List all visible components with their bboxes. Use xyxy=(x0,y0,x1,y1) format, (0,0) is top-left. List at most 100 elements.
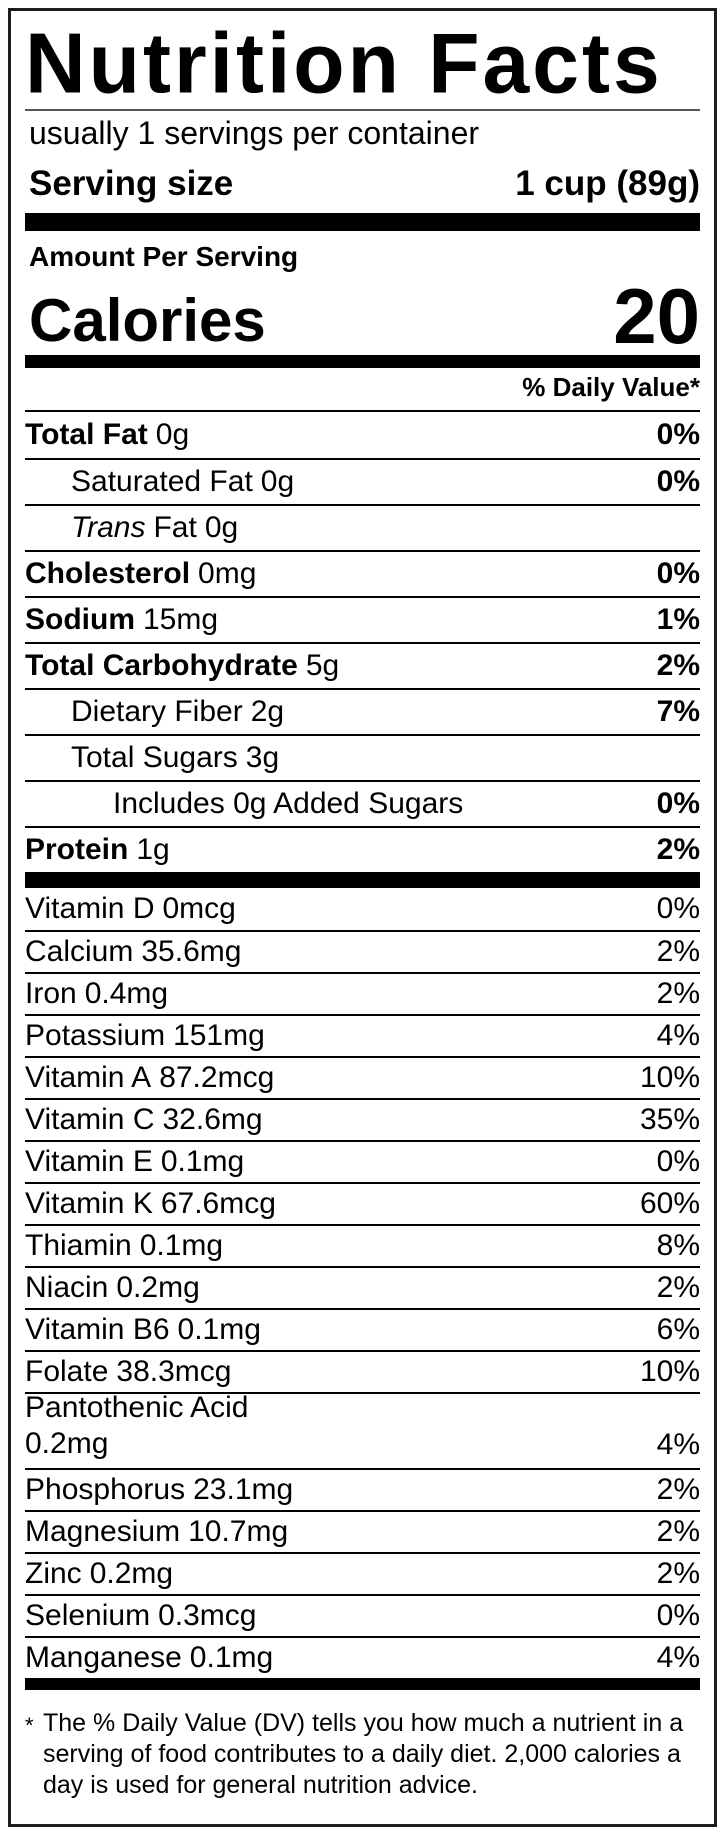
vitamin-amount: 0.3mcg xyxy=(158,1599,257,1632)
vitamin-dv: 2% xyxy=(656,1473,700,1506)
nutrient-name-italic: Trans xyxy=(71,511,146,544)
nutrient-name: Protein xyxy=(25,833,129,866)
nutrient-dv: 7% xyxy=(656,695,700,728)
nutrient-row-protein: Protein 1g 2% xyxy=(25,826,700,872)
vitamin-row-selenium: Selenium 0.3mcg 0% xyxy=(25,1594,700,1636)
vitamin-row-niacin: Niacin 0.2mg 2% xyxy=(25,1266,700,1308)
label-title: Nutrition Facts xyxy=(25,15,663,111)
nutrient-row-sodium: Sodium 15mg 1% xyxy=(25,596,700,642)
nutrient-row-saturated-fat: Saturated Fat 0g 0% xyxy=(25,458,700,504)
nutrient-name: Dietary Fiber xyxy=(71,695,243,728)
vitamin-dv: 35% xyxy=(639,1103,700,1136)
nutrient-name-rest: Fat xyxy=(153,511,197,544)
vitamin-dv: 2% xyxy=(656,935,700,968)
vitamin-amount: 0.1mg xyxy=(177,1313,261,1346)
nutrient-amount: 0mg xyxy=(198,557,257,590)
vitamin-dv: 10% xyxy=(639,1355,700,1388)
vitamin-dv: 2% xyxy=(656,977,700,1010)
vitamin-dv: 0% xyxy=(656,1145,700,1178)
vitamin-amount: 151mg xyxy=(173,1019,265,1052)
vitamin-amount: 0.1mg xyxy=(160,1145,245,1178)
vitamin-name: Phosphorus xyxy=(25,1473,186,1506)
vitamin-name: Zinc xyxy=(25,1557,82,1590)
serving-size-value: 1 cup (89g) xyxy=(515,164,700,203)
vitamin-name: Vitamin A xyxy=(25,1061,152,1094)
vitamin-amount: 0.2mg xyxy=(116,1271,200,1304)
vitamin-amount: 67.6mcg xyxy=(160,1187,276,1220)
vitamin-amount: 0.1mg xyxy=(139,1229,224,1262)
nutrient-row-dietary-fiber: Dietary Fiber 2g 7% xyxy=(25,688,700,734)
vitamin-dv: 4% xyxy=(656,1641,700,1674)
vitamin-amount: 0.2mg xyxy=(25,1427,109,1460)
serving-size-label: Serving size xyxy=(29,164,234,203)
vitamin-dv: 2% xyxy=(656,1515,700,1548)
nutrient-row-total-sugars: Total Sugars 3g xyxy=(25,734,700,780)
nutrient-dv: 0% xyxy=(656,465,700,498)
nutrient-dv: 0% xyxy=(656,557,700,590)
vitamin-name: Pantothenic Acid xyxy=(25,1391,249,1424)
nutrient-dv: 0% xyxy=(656,787,700,820)
vitamin-dv: 2% xyxy=(656,1271,700,1304)
vitamin-amount: 38.3mcg xyxy=(116,1355,232,1388)
vitamin-row-vitamin-b6: Vitamin B6 0.1mg 6% xyxy=(25,1308,700,1350)
vitamin-dv: 8% xyxy=(656,1229,700,1262)
label-header: Nutrition Facts xyxy=(25,11,700,109)
vitamin-dv: 4% xyxy=(656,1428,700,1461)
vitamin-row-phosphorus: Phosphorus 23.1mg 2% xyxy=(25,1468,700,1510)
nutrient-name: Includes 0g Added Sugars xyxy=(113,787,464,820)
vitamin-name: Vitamin D xyxy=(25,892,155,925)
nutrient-name: Total Carbohydrate xyxy=(25,649,298,682)
vitamin-amount: 0.1mg xyxy=(189,1641,274,1674)
nutrient-amount: 0g xyxy=(155,418,190,451)
vitamin-amount: 0.4mg xyxy=(84,977,169,1010)
servings-per-container: usually 1 servings per container xyxy=(29,114,480,151)
vitamin-name: Vitamin K xyxy=(25,1187,153,1220)
nutrient-amount: 1g xyxy=(136,833,170,866)
vitamin-name: Magnesium xyxy=(25,1515,181,1548)
vitamin-name: Folate xyxy=(25,1355,109,1388)
vitamin-amount: 35.6mg xyxy=(141,935,242,968)
vitamin-row-thiamin: Thiamin 0.1mg 8% xyxy=(25,1224,700,1266)
vitamin-dv: 2% xyxy=(656,1557,700,1590)
vitamin-row-vitamin-k: Vitamin K 67.6mcg 60% xyxy=(25,1182,700,1224)
vitamin-row-zinc: Zinc 0.2mg 2% xyxy=(25,1552,700,1594)
nutrient-row-total-fat: Total Fat 0g 0% xyxy=(25,412,700,458)
nutrient-name: Total Fat xyxy=(25,418,148,451)
vitamin-row-folate: Folate 38.3mcg 10% xyxy=(25,1350,700,1392)
nutrient-row-trans-fat: Trans Fat 0g xyxy=(25,504,700,550)
calories-row: Calories 20 xyxy=(25,272,700,361)
vitamin-row-calcium: Calcium 35.6mg 2% xyxy=(25,930,700,972)
nutrition-facts-label: Nutrition Facts usually 1 servings per c… xyxy=(8,8,717,1827)
vitamin-row-manganese: Manganese 0.1mg 4% xyxy=(25,1636,700,1678)
vitamin-amount: 23.1mg xyxy=(193,1473,294,1506)
vitamin-dv: 10% xyxy=(639,1061,700,1094)
vitamin-name: Niacin xyxy=(25,1271,109,1304)
calories-label: Calories xyxy=(29,287,266,354)
vitamin-dv: 60% xyxy=(639,1187,700,1220)
nutrient-dv: 2% xyxy=(656,649,700,682)
vitamin-name: Selenium xyxy=(25,1599,151,1632)
vitamin-section: Vitamin D 0mcg 0% Calcium 35.6mg 2% Iron 0.… xyxy=(25,888,700,1678)
vitamin-dv: 4% xyxy=(656,1019,700,1052)
vitamin-name: Manganese xyxy=(25,1641,182,1674)
amount-per-serving-label: Amount Per Serving xyxy=(29,241,299,272)
footnote: * The % Daily Value (DV) tells you how m… xyxy=(25,1690,700,1801)
vitamin-amount: 10.7mg xyxy=(188,1515,289,1548)
vitamin-row-magnesium: Magnesium 10.7mg 2% xyxy=(25,1510,700,1552)
serving-size-row: Serving size 1 cup (89g) xyxy=(25,155,700,213)
title-divider xyxy=(25,109,700,111)
vitamin-dv: 0% xyxy=(656,892,700,925)
calories-value: 20 xyxy=(613,272,700,361)
nutrient-amount: 5g xyxy=(305,649,340,682)
nutrient-row-added-sugars: Includes 0g Added Sugars 0% xyxy=(25,780,700,826)
nutrient-dv: 1% xyxy=(656,603,700,636)
thick-divider-top xyxy=(25,213,700,231)
vitamin-dv: 0% xyxy=(656,1599,700,1632)
vitamin-amount: 32.6mg xyxy=(162,1103,263,1136)
vitamin-row-vitamin-a: Vitamin A 87.2mcg 10% xyxy=(25,1056,700,1098)
vitamin-row-iron: Iron 0.4mg 2% xyxy=(25,972,700,1014)
footnote-asterisk: * xyxy=(25,1713,34,1738)
vitamin-row-pantothenic-acid: Pantothenic Acid 0.2mg 4% xyxy=(25,1391,700,1468)
vitamin-row-vitamin-c: Vitamin C 32.6mg 35% xyxy=(25,1098,700,1140)
